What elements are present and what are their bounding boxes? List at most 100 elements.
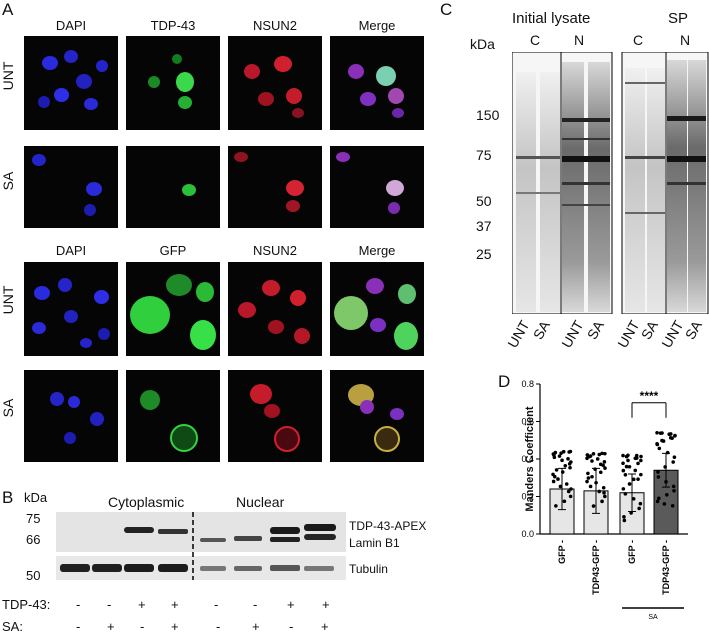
data-point <box>621 468 626 473</box>
data-point <box>633 468 638 473</box>
data-point <box>567 462 572 466</box>
header-tdp43: TDP-43 <box>150 18 196 33</box>
row-label-unt-1: UNT <box>0 61 16 91</box>
data-point <box>562 499 567 504</box>
data-point <box>622 518 627 523</box>
data-point <box>590 459 594 463</box>
data-point <box>671 460 675 464</box>
gel-lane-label: SA <box>529 317 553 343</box>
data-point <box>621 461 625 466</box>
data-point <box>626 458 630 463</box>
panel-c-label: C <box>440 0 453 19</box>
data-point <box>558 484 563 489</box>
row-label-unt-2: UNT <box>0 285 16 315</box>
data-point <box>590 474 594 479</box>
data-point <box>655 499 660 504</box>
data-point <box>591 504 596 508</box>
data-point <box>655 442 659 446</box>
sa-sign: + <box>171 619 179 634</box>
data-point <box>671 484 676 489</box>
data-point <box>627 482 632 486</box>
tdp-sign: - <box>76 597 81 612</box>
data-point <box>656 496 661 501</box>
data-point <box>585 479 589 484</box>
data-point <box>552 455 557 460</box>
header-merge-2: Merge <box>358 243 396 258</box>
marker-150-c: 150 <box>476 107 500 123</box>
gel-lane-label: SA <box>583 317 607 343</box>
data-point <box>600 451 604 456</box>
group-label: SA <box>648 614 658 621</box>
marker-50-c: 50 <box>476 193 492 209</box>
image-merge-gfp-sa <box>330 370 424 462</box>
data-point <box>560 470 565 474</box>
sa-sign: + <box>107 619 115 634</box>
initial-lysate-label: Initial lysate <box>512 10 591 27</box>
data-point <box>638 501 643 506</box>
header-gfp: GFP <box>159 243 187 258</box>
marker-37-c: 37 <box>476 218 492 234</box>
data-point <box>656 470 660 474</box>
data-point <box>636 461 640 466</box>
panel-a-label: A <box>2 0 14 19</box>
row-label-sa-2: SA <box>0 398 16 418</box>
band-label-tdp43-apex: TDP-43-APEX <box>349 519 427 533</box>
sa-sign: + <box>252 619 260 634</box>
data-point <box>668 435 673 440</box>
image-merge-unt <box>330 36 424 130</box>
data-point <box>564 482 569 486</box>
gel-lane-labels: UNT SA UNT SA UNT SA UNT SA <box>500 312 709 352</box>
data-point <box>631 497 636 501</box>
cytoplasmic-label: Cytoplasmic <box>108 494 185 510</box>
sa-sign: - <box>289 619 294 634</box>
data-point <box>668 432 673 436</box>
y-tick-label: 0.2 <box>521 492 534 502</box>
data-point <box>588 484 593 489</box>
data-point <box>639 458 643 463</box>
data-point <box>598 470 603 475</box>
data-point <box>602 460 607 464</box>
gel-lane-label: UNT <box>558 317 587 351</box>
data-point <box>621 453 625 458</box>
tdp-sign: - <box>214 597 219 612</box>
data-point <box>634 453 639 458</box>
data-point <box>600 499 604 504</box>
header-nsun2-2: NSUN2 <box>252 243 298 258</box>
header-nsun2: NSUN2 <box>252 18 298 33</box>
protein-gel <box>512 52 709 314</box>
tdp-sign: + <box>171 597 179 612</box>
sa-sign: - <box>216 619 221 634</box>
data-point <box>563 463 568 468</box>
data-point <box>631 477 636 482</box>
data-point <box>662 502 667 506</box>
data-point <box>554 504 558 508</box>
data-point <box>591 452 596 456</box>
data-point <box>624 464 629 469</box>
data-point <box>633 456 638 461</box>
data-point <box>552 474 557 479</box>
gel-lane-label: UNT <box>504 317 533 351</box>
data-point <box>660 438 664 443</box>
data-point <box>636 477 640 481</box>
data-point <box>551 479 556 484</box>
x-tick-label: TDP43-GFP - <box>591 540 601 595</box>
image-nsun2-unt <box>228 36 322 130</box>
data-point <box>601 485 606 490</box>
data-point <box>637 506 641 511</box>
x-tick-label: GFP - <box>557 540 567 564</box>
manders-bar-chart: 0.0 0.2 0.4 0.6 0.8 GFP - TDP43-GFP - GFP - TDP4… <box>521 379 688 621</box>
marker-75-c: 75 <box>476 147 492 163</box>
panel-d-label: D <box>498 372 511 391</box>
data-point <box>587 454 592 459</box>
data-point <box>586 476 591 480</box>
x-tick-label: TDP43-GFP - <box>661 540 671 595</box>
significance-label: **** <box>640 389 659 403</box>
panel-b-label: B <box>2 488 14 507</box>
frac-c-2: C <box>633 32 644 48</box>
data-point <box>556 477 560 481</box>
header-dapi-2: DAPI <box>55 243 87 258</box>
image-gfp-unt <box>126 262 220 356</box>
data-point <box>623 492 628 496</box>
image-dapi-unt <box>24 36 118 130</box>
image-tdp43-unt <box>126 36 220 130</box>
